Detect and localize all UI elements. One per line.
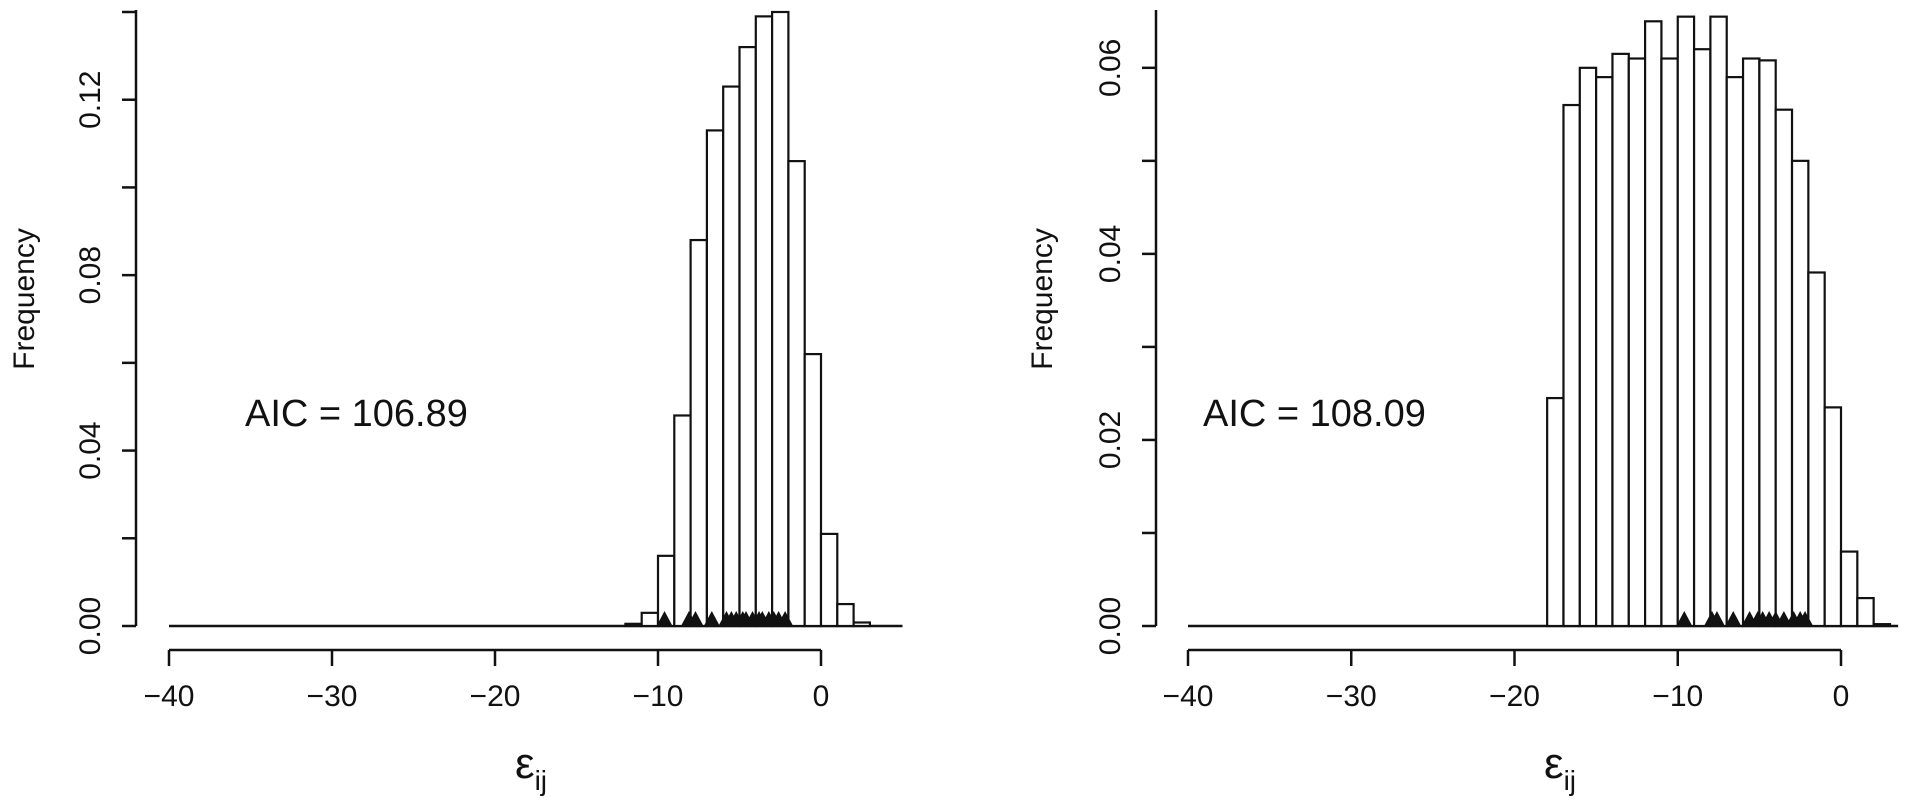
histogram-bar xyxy=(705,129,725,628)
y-ticks: 0.00 0.04 0.08 0.12 xyxy=(74,10,136,655)
histogram-bar xyxy=(1758,59,1777,628)
observation-marker xyxy=(1725,611,1742,626)
x-tick-label: −10 xyxy=(1652,680,1703,713)
observation-marker xyxy=(1797,611,1814,626)
x-tick-label: −30 xyxy=(1326,680,1377,713)
histogram-bar xyxy=(1807,271,1826,628)
histogram-bar xyxy=(673,414,692,628)
y-tick-label: 0.00 xyxy=(74,597,107,655)
x-axis-label-main: ε xyxy=(515,739,535,788)
x-axis-label-subscript: ij xyxy=(1564,765,1576,796)
histogram-bar xyxy=(836,602,855,628)
histogram-bar xyxy=(1790,159,1810,628)
histogram-bar xyxy=(640,611,660,628)
observation-marker xyxy=(656,611,673,626)
histogram-bar xyxy=(1546,396,1565,628)
histogram-bar xyxy=(1741,57,1761,628)
observation-marker xyxy=(777,611,794,626)
observation-markers xyxy=(1676,611,1814,626)
observation-marker xyxy=(1708,611,1725,626)
histogram-bar xyxy=(754,15,774,628)
histogram-bar xyxy=(852,621,871,628)
y-tick-label: 0.02 xyxy=(1094,411,1127,469)
y-tick-label: 0.12 xyxy=(74,71,107,129)
histogram-bar xyxy=(803,352,823,628)
histogram-bar xyxy=(1709,15,1728,628)
histogram-bar xyxy=(1660,57,1679,628)
histogram-bar xyxy=(1774,108,1794,628)
y-tick-label: 0.04 xyxy=(1094,225,1127,283)
observation-marker xyxy=(687,611,704,626)
y-axis-label: Frequency xyxy=(1026,228,1059,370)
histogram-bar xyxy=(1562,103,1581,628)
x-tick-label: −40 xyxy=(144,680,195,713)
y-ticks: 0.00 0.02 0.04 0.06 xyxy=(1094,39,1156,655)
histogram-bar xyxy=(738,45,757,628)
y-axis-label: Frequency xyxy=(8,228,41,370)
histogram-bars xyxy=(624,10,871,628)
x-axis-label: εij xyxy=(515,739,547,796)
histogram-bar xyxy=(1823,406,1843,628)
histogram-bars xyxy=(1546,15,1892,628)
histogram-bar xyxy=(1676,15,1696,628)
aic-annotation: AIC = 108.09 xyxy=(1203,393,1426,435)
observation-marker xyxy=(1676,611,1693,626)
histogram-bar xyxy=(1856,596,1875,628)
histogram-bar xyxy=(1627,57,1647,628)
x-tick-label: −20 xyxy=(1489,680,1540,713)
histogram-bar xyxy=(1872,623,1892,628)
x-axis-label-main: ε xyxy=(1544,739,1564,788)
histogram-bar xyxy=(1692,48,1712,628)
histogram-bar xyxy=(770,10,790,628)
x-ticks: −40 −30 −20 −10 0 xyxy=(1163,650,1850,713)
histogram-bar xyxy=(689,238,708,628)
x-tick-label: 0 xyxy=(813,680,830,713)
x-tick-label: 0 xyxy=(1833,680,1850,713)
x-ticks: −40 −30 −20 −10 0 xyxy=(144,650,830,713)
x-axis-label: εij xyxy=(1544,739,1576,796)
histogram-bar xyxy=(624,622,643,628)
observation-marker xyxy=(703,611,720,626)
histogram-bar xyxy=(1578,66,1598,628)
x-tick-label: −20 xyxy=(470,680,521,713)
histogram-panel-right: 0.00 0.02 0.04 0.06 −40 −30 −20 −10 0 Frequency… xyxy=(1026,10,1899,796)
histogram-panel-left: 0.00 0.04 0.08 0.12 −40 −30 −20 −10 0 Frequency… xyxy=(8,10,903,796)
histogram-bar xyxy=(1839,550,1859,628)
x-tick-label: −30 xyxy=(307,680,358,713)
histogram-bar xyxy=(819,532,839,628)
x-tick-label: −10 xyxy=(633,680,684,713)
histogram-bar xyxy=(722,85,741,628)
y-tick-label: 0.00 xyxy=(1094,597,1127,655)
aic-annotation: AIC = 106.89 xyxy=(245,393,468,435)
observation-markers xyxy=(656,611,794,626)
x-tick-label: −40 xyxy=(1163,680,1214,713)
y-tick-label: 0.06 xyxy=(1094,39,1127,97)
histogram-bar xyxy=(787,160,806,628)
histogram-bar xyxy=(1595,76,1614,628)
x-axis-label-subscript: ij xyxy=(535,765,547,796)
y-tick-label: 0.08 xyxy=(74,246,107,304)
histogram-bar xyxy=(1611,52,1630,628)
histogram-bar xyxy=(1643,20,1663,628)
y-tick-label: 0.04 xyxy=(74,421,107,479)
histogram-bar xyxy=(1725,76,1745,628)
